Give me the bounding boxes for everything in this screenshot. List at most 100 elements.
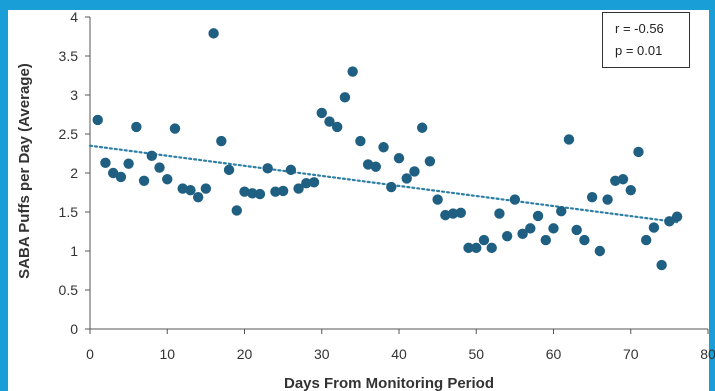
data-point (355, 135, 366, 147)
data-point (231, 205, 242, 216)
data-point (625, 184, 636, 196)
x-tick-label: 70 (623, 346, 639, 362)
data-point (579, 234, 590, 246)
x-tick-label: 30 (314, 346, 330, 362)
x-tick-label: 20 (237, 346, 253, 362)
data-point (177, 183, 188, 194)
data-point (100, 157, 111, 169)
data-point (602, 194, 613, 205)
data-point (586, 191, 598, 203)
x-tick-label: 40 (391, 346, 407, 362)
data-point (633, 146, 644, 158)
data-point (393, 152, 405, 164)
data-point (285, 164, 297, 176)
data-point (200, 183, 212, 194)
data-point (532, 210, 544, 222)
data-point (471, 242, 482, 254)
data-point (185, 184, 196, 196)
right-border (709, 0, 715, 391)
y-tick-label: 0.5 (59, 282, 79, 298)
data-point (494, 208, 505, 219)
data-point (301, 177, 312, 189)
r-value: r = -0.56 (615, 21, 664, 36)
data-point (386, 181, 397, 193)
data-point (556, 206, 567, 217)
x-tick-label: 10 (159, 346, 175, 362)
y-tick-label: 1 (70, 243, 78, 259)
data-point (447, 208, 459, 219)
stats-box: r = -0.56 p = 0.01 (602, 12, 690, 68)
data-point (517, 228, 528, 240)
data-point (262, 163, 273, 174)
data-point (138, 175, 150, 186)
data-point (548, 223, 559, 234)
data-point (123, 158, 134, 169)
data-point (440, 209, 451, 221)
data-point (656, 259, 667, 271)
data-point (641, 234, 652, 246)
axes (85, 16, 709, 334)
data-point (610, 175, 621, 186)
data-point (247, 188, 258, 199)
data-point (347, 66, 358, 77)
data-point (594, 245, 606, 257)
data-point (92, 114, 103, 126)
data-point (332, 121, 343, 133)
data-point (478, 234, 490, 246)
data-point (664, 216, 675, 227)
p-value: p = 0.01 (615, 43, 663, 58)
y-tick-label: 1.5 (59, 204, 79, 220)
data-point (416, 122, 428, 133)
y-axis-title: SABA Puffs per Day (Average) (16, 63, 33, 279)
data-point (501, 230, 513, 242)
data-point (192, 191, 204, 203)
data-point (169, 123, 181, 134)
data-point (254, 188, 266, 200)
data-point (540, 234, 551, 246)
data-point (131, 121, 142, 133)
data-point (409, 166, 420, 177)
data-point (463, 242, 474, 254)
data-point (563, 134, 575, 145)
data-point (154, 162, 165, 173)
y-tick-label: 3 (70, 87, 78, 103)
y-tick-label: 2 (70, 165, 78, 181)
data-point (486, 242, 497, 254)
x-tick-label: 50 (468, 346, 484, 362)
y-tick-label: 4 (70, 9, 78, 25)
data-point (270, 186, 281, 197)
y-tick-label: 3.5 (59, 48, 79, 64)
data-point (525, 223, 536, 234)
data-point (509, 194, 521, 205)
x-tick-label: 80 (700, 346, 715, 362)
x-tick-label: 0 (86, 346, 94, 362)
data-point (671, 211, 683, 222)
x-axis-title: Days From Monitoring Period (284, 375, 494, 391)
data-point (424, 156, 436, 167)
y-tick-label: 0 (70, 321, 78, 337)
data-point (324, 116, 335, 127)
data-point (432, 194, 443, 205)
data-points (92, 28, 683, 271)
data-point (216, 135, 227, 147)
data-point (648, 222, 660, 233)
data-point (370, 161, 382, 172)
data-point (455, 207, 466, 218)
data-point (293, 183, 304, 194)
data-point (208, 28, 219, 39)
trendline-line (88, 144, 679, 224)
trendline (88, 144, 679, 224)
data-point (308, 177, 320, 188)
data-point (107, 167, 119, 179)
y-tick-label: 2.5 (59, 126, 79, 142)
left-border (0, 0, 8, 391)
data-point (316, 107, 327, 119)
data-point (401, 173, 412, 184)
header-bar (0, 0, 715, 10)
data-point (617, 174, 629, 185)
x-tick-label: 60 (546, 346, 562, 362)
data-point (378, 142, 389, 153)
data-point (571, 224, 582, 236)
